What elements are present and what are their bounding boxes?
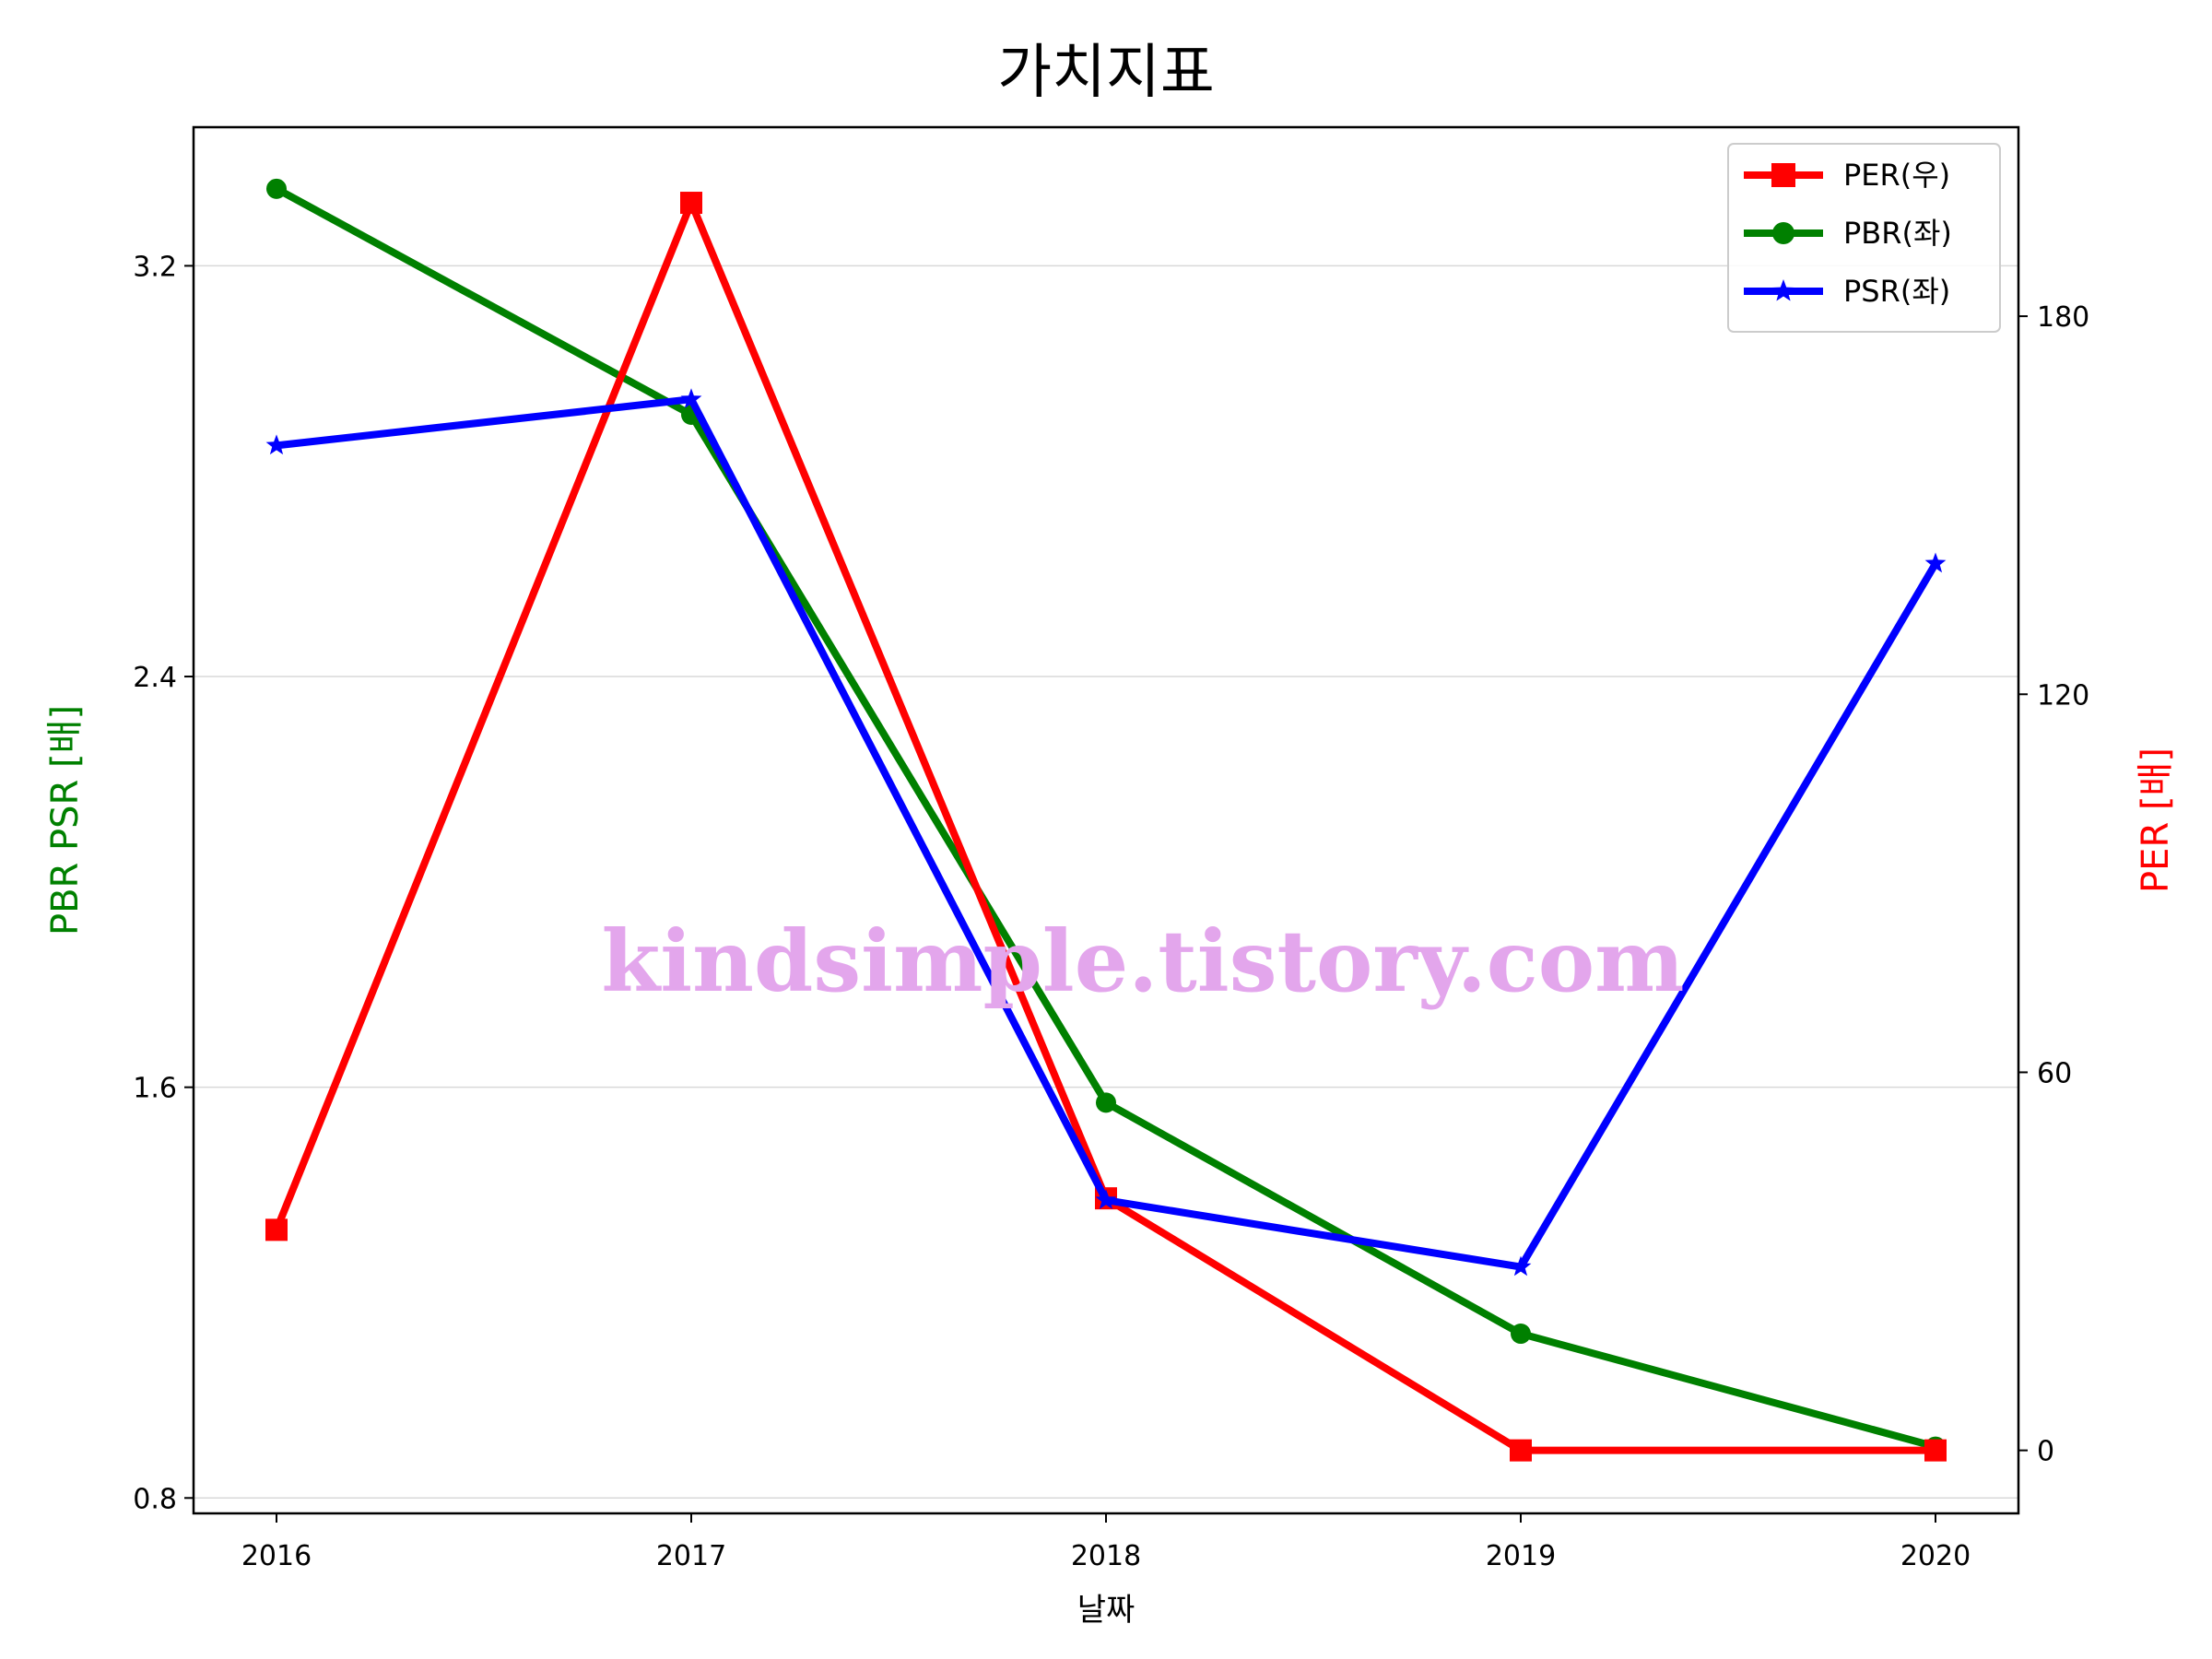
psr-point xyxy=(265,434,288,455)
x-tick-label: 2018 xyxy=(1071,1540,1141,1572)
legend-per-label: PER(우) xyxy=(1843,158,1950,193)
per-point xyxy=(1924,1439,1947,1462)
left-y-tick-label: 3.2 xyxy=(133,251,177,283)
right-y-tick-label: 120 xyxy=(2037,679,2089,712)
x-tick-label: 2016 xyxy=(241,1540,312,1572)
legend-psr-marker xyxy=(1771,279,1795,301)
psr-point xyxy=(680,388,702,408)
legend: PER(우) PBR(좌) PSR(좌) xyxy=(1727,143,2001,333)
per-point xyxy=(1510,1439,1532,1462)
left-y-tick-label: 0.8 xyxy=(133,1483,177,1515)
legend-per-marker xyxy=(1771,163,1795,187)
watermark-text: kindsimple.tistory.com xyxy=(601,912,1684,1011)
pbr-point xyxy=(266,178,287,199)
x-tick-label: 2019 xyxy=(1486,1540,1556,1572)
psr-point xyxy=(1095,1189,1117,1209)
series-layer xyxy=(265,178,1947,1462)
x-tick-label: 2017 xyxy=(656,1540,726,1572)
axes: 0.8 1.6 2.4 3.2 0 60 120 180 2016 2017 2018 2019 202… xyxy=(133,251,2089,1572)
right-y-tick-label: 180 xyxy=(2037,301,2089,334)
left-y-axis-label: PBR PSR [배] xyxy=(44,705,87,935)
legend-pbr-label: PBR(좌) xyxy=(1843,216,1952,251)
left-y-tick-label: 2.4 xyxy=(133,662,177,694)
x-axis-label: 날짜 xyxy=(1077,1592,1135,1629)
legend-box xyxy=(1727,143,2001,333)
legend-pbr-marker xyxy=(1772,222,1794,244)
pbr-point xyxy=(1096,1092,1116,1113)
per-point xyxy=(680,192,702,215)
pbr-point xyxy=(1511,1324,1531,1345)
chart-title: 가치지표 xyxy=(997,39,1215,107)
left-y-tick-label: 1.6 xyxy=(133,1073,177,1105)
psr-point xyxy=(1924,552,1947,573)
per-point xyxy=(265,1218,288,1241)
right-y-tick-label: 60 xyxy=(2037,1057,2072,1089)
right-y-tick-label: 0 xyxy=(2037,1436,2054,1468)
legend-psr-label: PSR(좌) xyxy=(1843,274,1950,309)
x-tick-label: 2020 xyxy=(1900,1540,1971,1572)
psr-point xyxy=(1510,1255,1532,1277)
right-y-axis-label: PER [배] xyxy=(2135,747,2177,893)
